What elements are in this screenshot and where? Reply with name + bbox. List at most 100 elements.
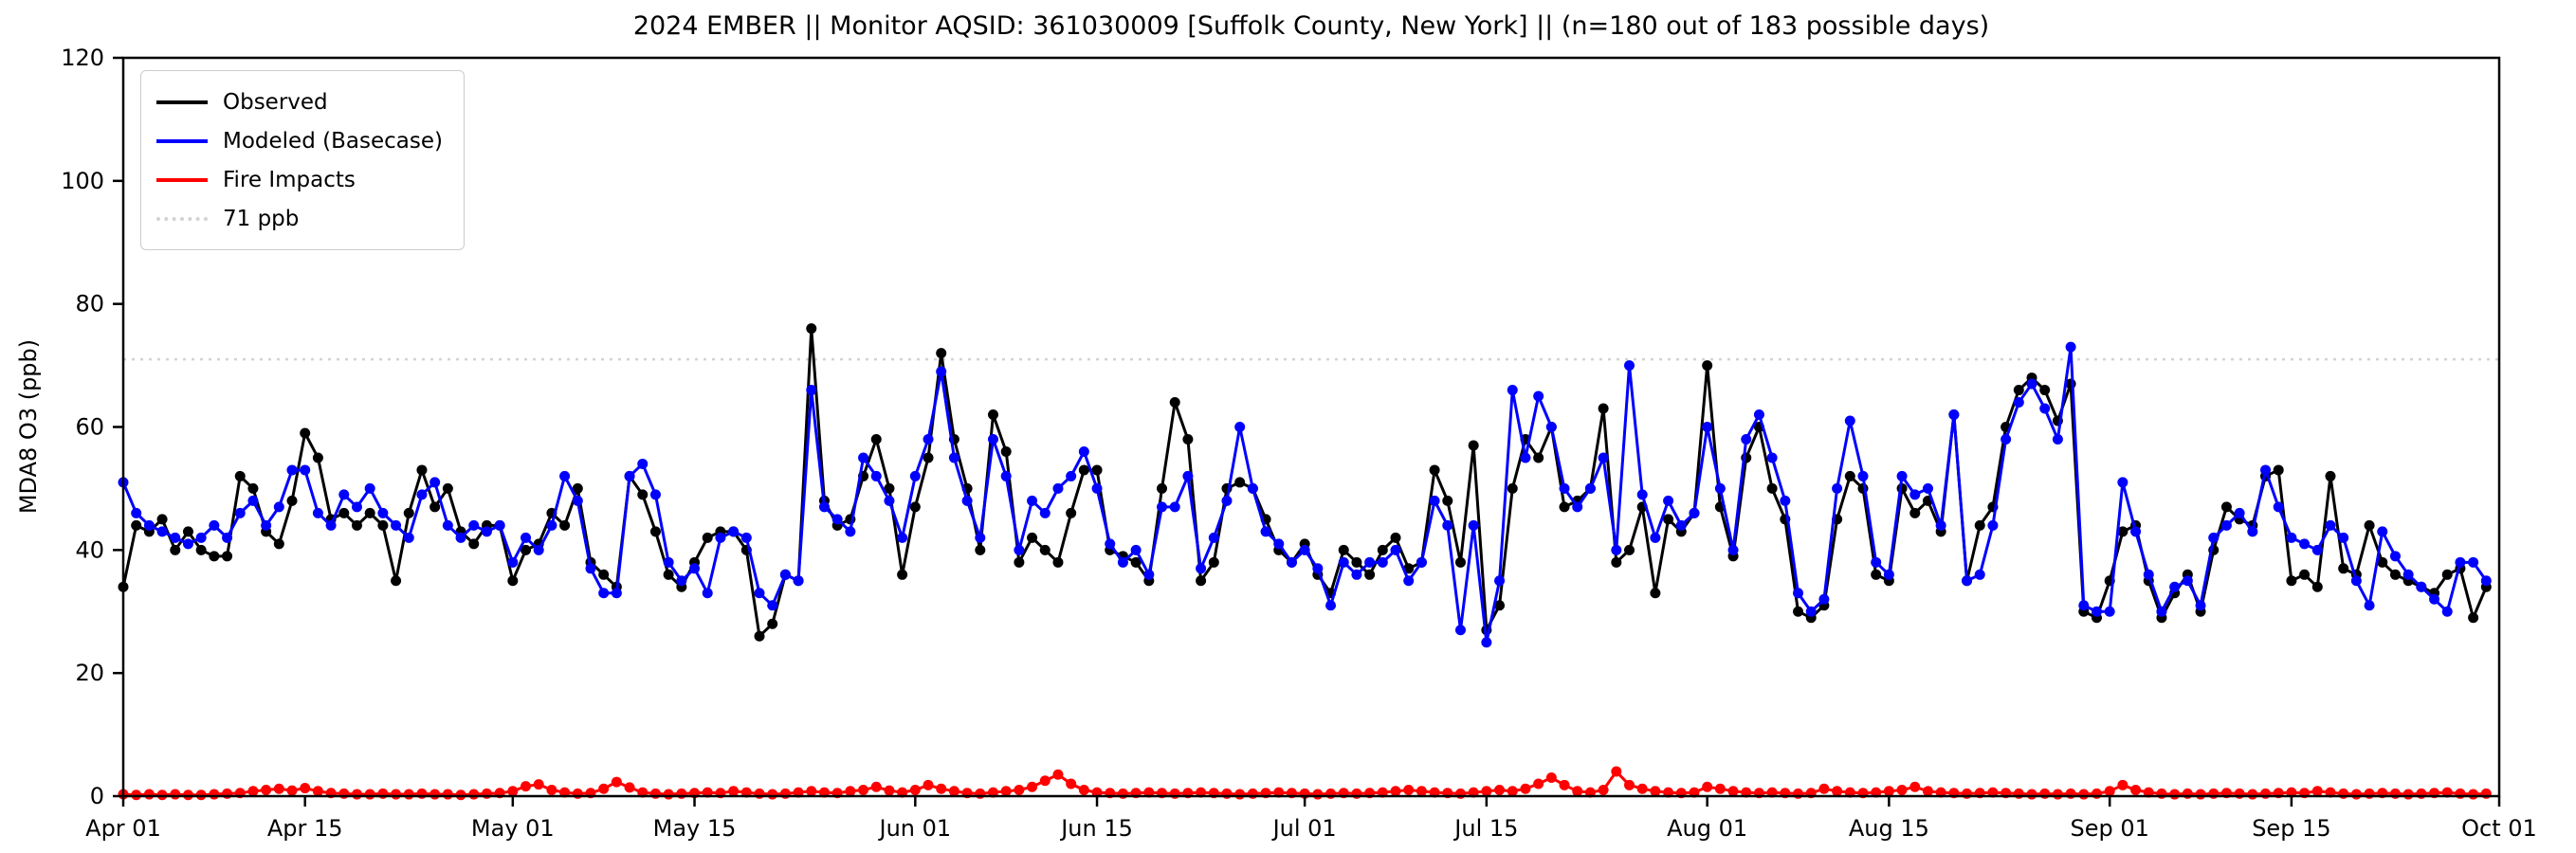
data-point-marker [1234, 789, 1246, 800]
legend-item-modeled: Modeled (Basecase) [156, 121, 443, 160]
data-point-marker [222, 551, 233, 562]
data-point-marker [2364, 600, 2375, 611]
data-point-marker [2455, 788, 2466, 799]
data-point-marker [598, 783, 610, 794]
data-point-marker [2091, 788, 2102, 799]
legend-label-observed: Observed [223, 89, 328, 115]
data-point-marker [779, 788, 791, 799]
data-point-marker [1338, 556, 1349, 568]
series-observed [118, 323, 2492, 642]
data-point-marker [300, 783, 311, 794]
data-point-marker [442, 789, 453, 800]
data-point-marker [728, 526, 740, 537]
x-tick-label: Aug 01 [1667, 815, 1747, 842]
data-point-marker [351, 501, 362, 513]
data-point-marker [1454, 788, 1466, 799]
data-point-marker [2402, 789, 2414, 800]
data-point-marker [1000, 445, 1012, 457]
data-point-marker [131, 519, 142, 531]
y-tick-label: 120 [61, 45, 104, 71]
data-point-marker [2286, 532, 2297, 543]
data-point-marker [1312, 789, 1324, 800]
plot-border [121, 56, 2501, 798]
data-point-marker [2117, 779, 2128, 790]
data-point-marker [1247, 788, 1258, 799]
data-point-marker [1338, 544, 1349, 555]
data-point-marker [676, 575, 687, 587]
data-point-marker [1598, 452, 1609, 463]
data-point-marker [1624, 779, 1635, 790]
data-point-marker [2195, 600, 2206, 611]
data-point-marker [546, 519, 557, 531]
data-point-marker [2013, 788, 2024, 799]
data-point-marker [156, 514, 168, 525]
data-point-marker [1650, 786, 1661, 797]
data-point-marker [806, 385, 817, 396]
data-point-marker [234, 507, 246, 518]
x-tick-label: Jun 15 [1059, 815, 1133, 842]
data-point-marker [975, 532, 986, 543]
data-point-marker [1000, 470, 1012, 481]
data-point-marker [2013, 385, 2024, 396]
data-point-marker [2389, 569, 2401, 580]
data-point-marker [1130, 556, 1142, 568]
data-point-marker [1714, 482, 1726, 494]
data-point-marker [1052, 556, 1064, 568]
legend: Observed Modeled (Basecase) Fire Impacts… [140, 70, 465, 250]
x-tick-label: Aug 15 [1849, 815, 1929, 842]
data-point-marker [2182, 788, 2193, 799]
data-point-marker [1624, 544, 1635, 555]
data-point-marker [1533, 452, 1544, 463]
legend-item-fire: Fire Impacts [156, 160, 443, 199]
data-point-marker [2377, 556, 2388, 568]
data-point-marker [1832, 482, 1843, 494]
data-point-marker [2247, 789, 2258, 800]
data-point-marker [598, 569, 610, 580]
data-point-marker [559, 519, 571, 531]
data-point-marker [2234, 507, 2245, 518]
data-point-marker [1039, 775, 1050, 787]
data-point-marker [2455, 556, 2466, 568]
data-point-marker [2325, 470, 2336, 481]
data-point-marker [312, 452, 323, 463]
data-point-marker [1727, 786, 1739, 797]
data-point-marker [416, 788, 428, 799]
data-point-marker [637, 458, 649, 469]
data-point-marker [870, 433, 882, 445]
data-point-marker [702, 588, 713, 599]
data-point-marker [2377, 526, 2388, 537]
fire-line-sample [156, 177, 208, 182]
data-point-marker [806, 786, 817, 797]
data-point-marker [1533, 778, 1544, 789]
data-point-marker [754, 630, 765, 642]
data-point-marker [572, 495, 583, 506]
data-point-marker [1390, 544, 1401, 555]
data-point-marker [521, 544, 532, 555]
data-point-marker [1545, 422, 1557, 432]
data-point-marker [1169, 397, 1180, 408]
data-point-marker [2416, 581, 2427, 592]
data-point-marker [676, 788, 687, 799]
data-point-marker [182, 538, 193, 550]
data-point-marker [611, 588, 622, 599]
data-point-marker [391, 789, 402, 800]
data-point-marker [754, 788, 765, 799]
data-point-marker [663, 556, 674, 568]
data-point-marker [2104, 786, 2115, 797]
data-point-marker [507, 575, 519, 587]
legend-label-fire: Fire Impacts [223, 167, 356, 192]
x-tick-label: Apr 15 [267, 815, 343, 842]
data-point-marker [429, 501, 441, 513]
data-point-marker [182, 526, 193, 537]
data-point-marker [273, 783, 284, 794]
data-point-marker [1325, 788, 1337, 799]
data-point-marker [2389, 551, 2401, 562]
data-point-marker [624, 470, 635, 481]
data-point-marker [611, 776, 622, 788]
data-point-marker [143, 519, 155, 531]
data-point-marker [2299, 569, 2311, 580]
data-point-marker [533, 544, 544, 555]
data-point-marker [1559, 482, 1570, 494]
data-point-marker [1741, 433, 1752, 445]
data-point-marker [1364, 556, 1376, 568]
